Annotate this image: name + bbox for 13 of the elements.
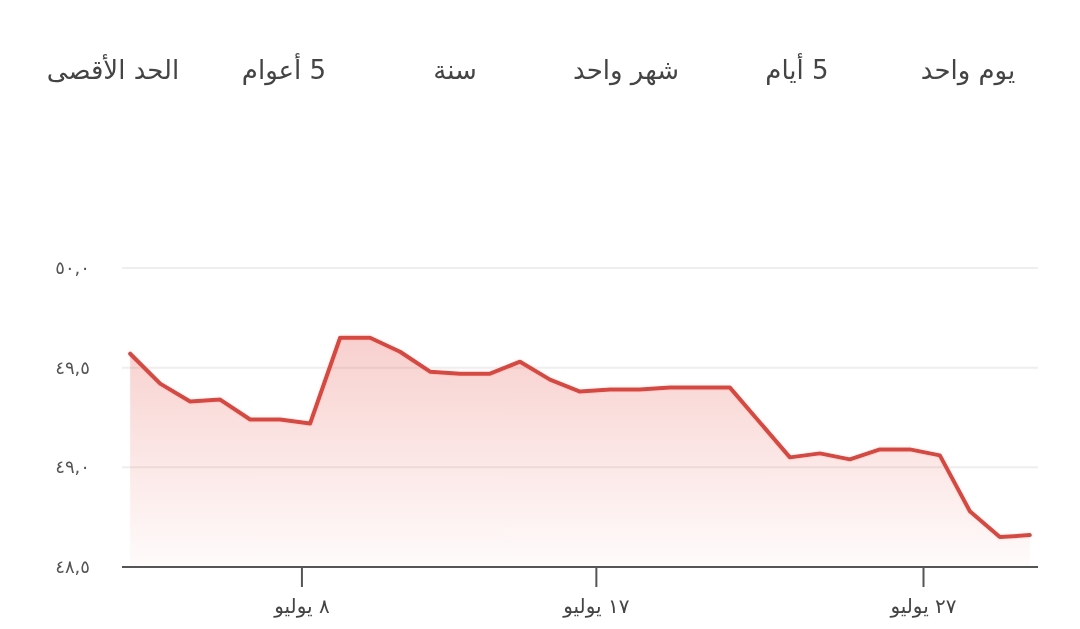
x-tick-label: ٢٧ يوليو	[889, 594, 957, 618]
y-tick-label: ٤٩,٥	[55, 356, 90, 378]
x-tick-label: ٨ يوليو	[273, 594, 330, 618]
y-tick-label: ٥٠,٠	[55, 257, 90, 278]
text: يوم واحد	[919, 55, 1017, 85]
text: شهر واحد	[572, 55, 680, 85]
y-tick-label: ٤٨,٥	[55, 556, 90, 577]
text: سنة	[432, 55, 478, 85]
y-tick-label: ٤٩,٠	[55, 456, 90, 478]
text: 5 أيام	[764, 55, 830, 85]
text: الحد الأقصى	[45, 55, 181, 85]
x-tick-label: ١٧ يوليو	[562, 594, 630, 618]
text: 5 أعوام	[240, 55, 328, 85]
